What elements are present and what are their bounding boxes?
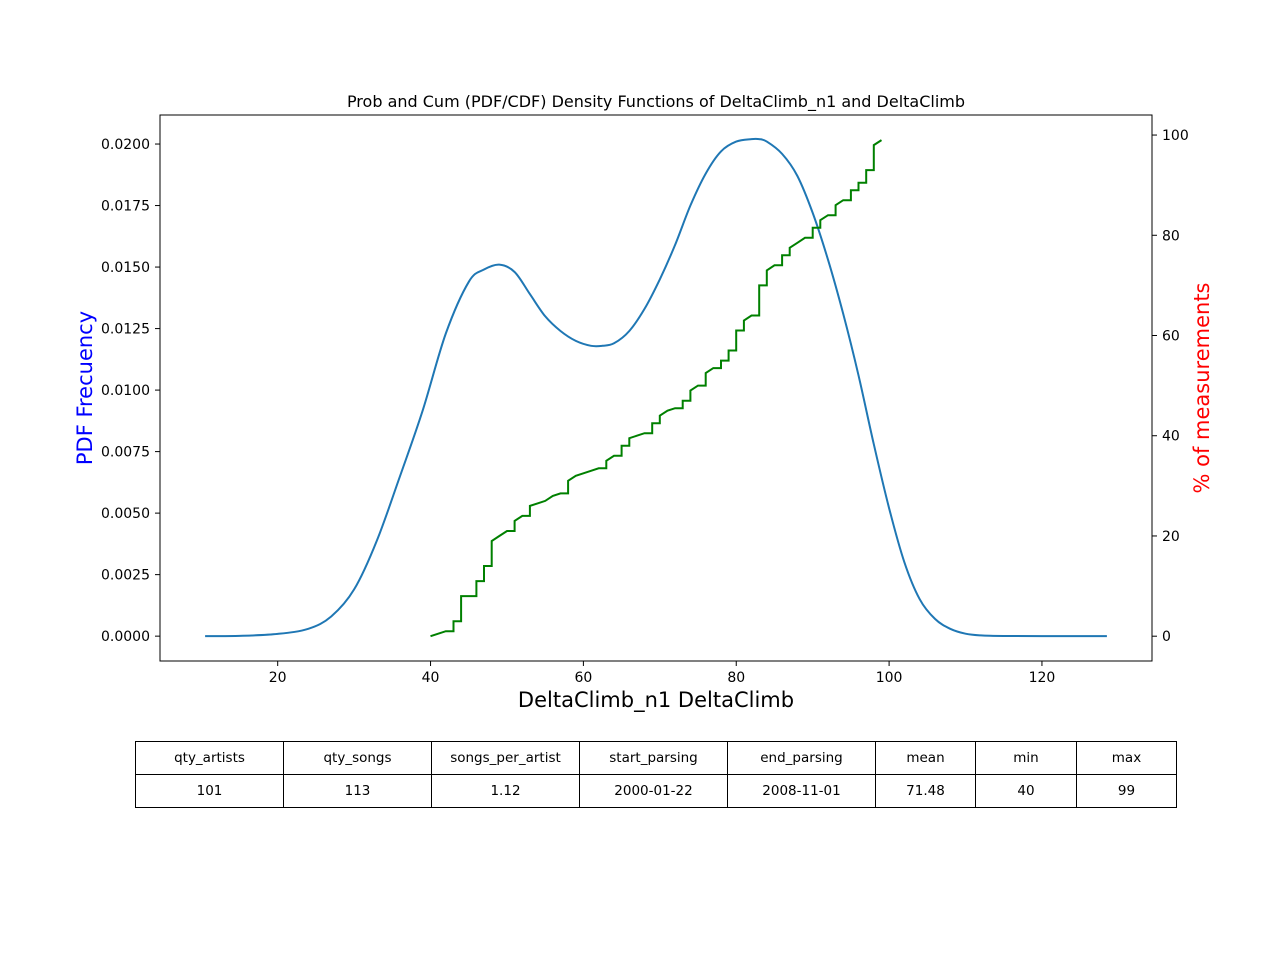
y-right-tick-label: 40 — [1162, 429, 1180, 445]
y-left-tick-label: 0.0100 — [101, 383, 150, 399]
pdf-line — [205, 137, 1107, 638]
x-tick-label: 40 — [422, 670, 440, 686]
y-left-tick-label: 0.0150 — [101, 260, 150, 276]
header-min: min — [975, 741, 1077, 775]
y-right-tick-label: 20 — [1162, 529, 1180, 545]
y-left-tick-label: 0.0025 — [101, 568, 150, 584]
stats-value-row: 101 113 1.12 2000-01-22 2008-11-01 71.48… — [135, 774, 1177, 808]
y-right-tick-label: 0 — [1162, 629, 1171, 645]
x-tick-label: 60 — [574, 670, 592, 686]
value-qty-songs: 113 — [283, 774, 432, 808]
header-songs-per-artist: songs_per_artist — [431, 741, 580, 775]
x-tick-label: 80 — [727, 670, 745, 686]
x-axis: 20 40 60 80 100 120 — [269, 661, 1056, 686]
y-left-tick-label: 0.0175 — [101, 199, 150, 215]
y-axis-left: 0.0000 0.0025 0.0050 0.0075 0.0100 0.0125 0.01… — [101, 137, 160, 645]
value-start-parsing: 2000-01-22 — [579, 774, 728, 808]
y-right-tick-label: 80 — [1162, 228, 1180, 244]
y-left-tick-label: 0.0050 — [101, 506, 150, 522]
x-tick-label: 120 — [1029, 670, 1056, 686]
x-tick-label: 100 — [876, 670, 903, 686]
value-min: 40 — [975, 774, 1077, 808]
header-qty-artists: qty_artists — [135, 741, 284, 775]
value-qty-artists: 101 — [135, 774, 284, 808]
y-left-tick-label: 0.0075 — [101, 445, 150, 461]
stats-table: qty_artists qty_songs songs_per_artist s… — [135, 741, 1177, 808]
chart-title: Prob and Cum (PDF/CDF) Density Functions… — [347, 92, 965, 112]
y-axis-right-label: % of measurements — [1190, 283, 1214, 494]
header-mean: mean — [875, 741, 976, 775]
stats-header-row: qty_artists qty_songs songs_per_artist s… — [135, 741, 1177, 775]
value-songs-per-artist: 1.12 — [431, 774, 580, 808]
header-qty-songs: qty_songs — [283, 741, 432, 775]
header-end-parsing: end_parsing — [727, 741, 876, 775]
x-axis-label: DeltaClimb_n1 DeltaClimb — [518, 688, 794, 713]
y-axis-left-label: PDF Frecuency — [73, 311, 97, 465]
y-right-tick-label: 100 — [1162, 128, 1189, 144]
plot-frame — [159, 114, 1153, 662]
pdf-cdf-chart: Prob and Cum (PDF/CDF) Density Functions… — [73, 92, 1214, 713]
value-end-parsing: 2008-11-01 — [727, 774, 876, 808]
y-right-tick-label: 60 — [1162, 329, 1180, 345]
header-start-parsing: start_parsing — [579, 741, 728, 775]
header-max: max — [1076, 741, 1177, 775]
y-left-tick-label: 0.0000 — [101, 629, 150, 645]
x-tick-label: 20 — [269, 670, 287, 686]
value-mean: 71.48 — [875, 774, 976, 808]
value-max: 99 — [1076, 774, 1177, 808]
y-left-tick-label: 0.0200 — [101, 137, 150, 153]
series-layer — [205, 137, 1107, 638]
y-axis-right: 0 20 40 60 80 100 — [1152, 128, 1189, 645]
y-left-tick-label: 0.0125 — [101, 322, 150, 338]
cdf-line — [430, 139, 883, 638]
